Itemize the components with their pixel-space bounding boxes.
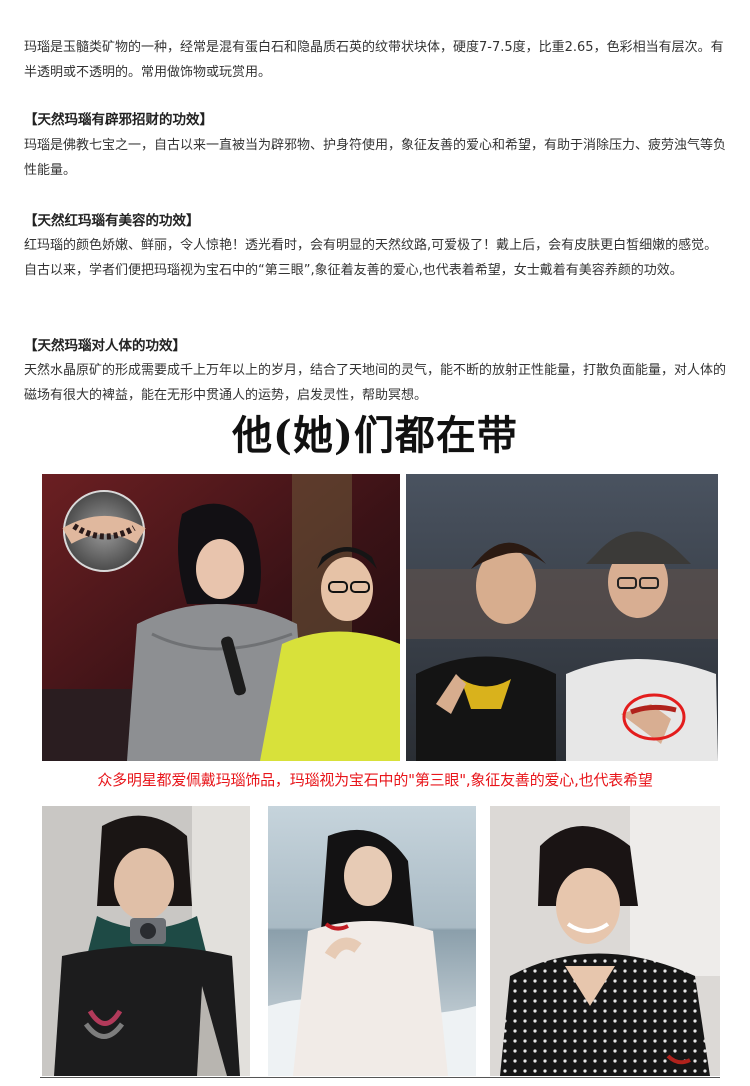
photo-caption: 众多明星都爱佩戴玛瑙饰品，玛瑙视为宝石中的"第三眼",象征友善的爱心,也代表希望 [97, 771, 653, 789]
intro-paragraph: 玛瑙是玉髓类矿物的一种，经常是混有蛋白石和隐晶质石英的纹带状块体，硬度7-7.5… [24, 40, 724, 80]
section-body-body: 天然水晶原矿的形成需要成千上万年以上的岁月，结合了天地间的灵气，能不断的放射正性… [24, 363, 727, 403]
celebrity-photo-4 [268, 806, 476, 1076]
celebrity-photo-2 [406, 474, 718, 761]
bottom-divider [40, 1077, 720, 1078]
celebrity-photo-3 [42, 806, 250, 1076]
section-heading-ward-evil: 【天然玛瑙有辟邪招财的功效】 [24, 112, 213, 128]
section-body-beauty: 红玛瑙的颜色娇嫩、鲜丽，令人惊艳！透光看时，会有明显的天然纹路,可爱极了！戴上后… [24, 238, 718, 278]
celebrity-photo-1 [42, 474, 400, 761]
section-heading-body: 【天然玛瑙对人体的功效】 [24, 338, 186, 354]
celebrity-photo-5 [490, 806, 720, 1076]
section-heading-beauty: 【天然红玛瑙有美容的功效】 [24, 213, 200, 229]
banner-title: 他(她)们都在带 [232, 412, 518, 459]
section-body-ward-evil: 玛瑙是佛教七宝之一，自古以来一直被当为辟邪物、护身符使用，象征友善的爱心和希望，… [24, 138, 727, 178]
